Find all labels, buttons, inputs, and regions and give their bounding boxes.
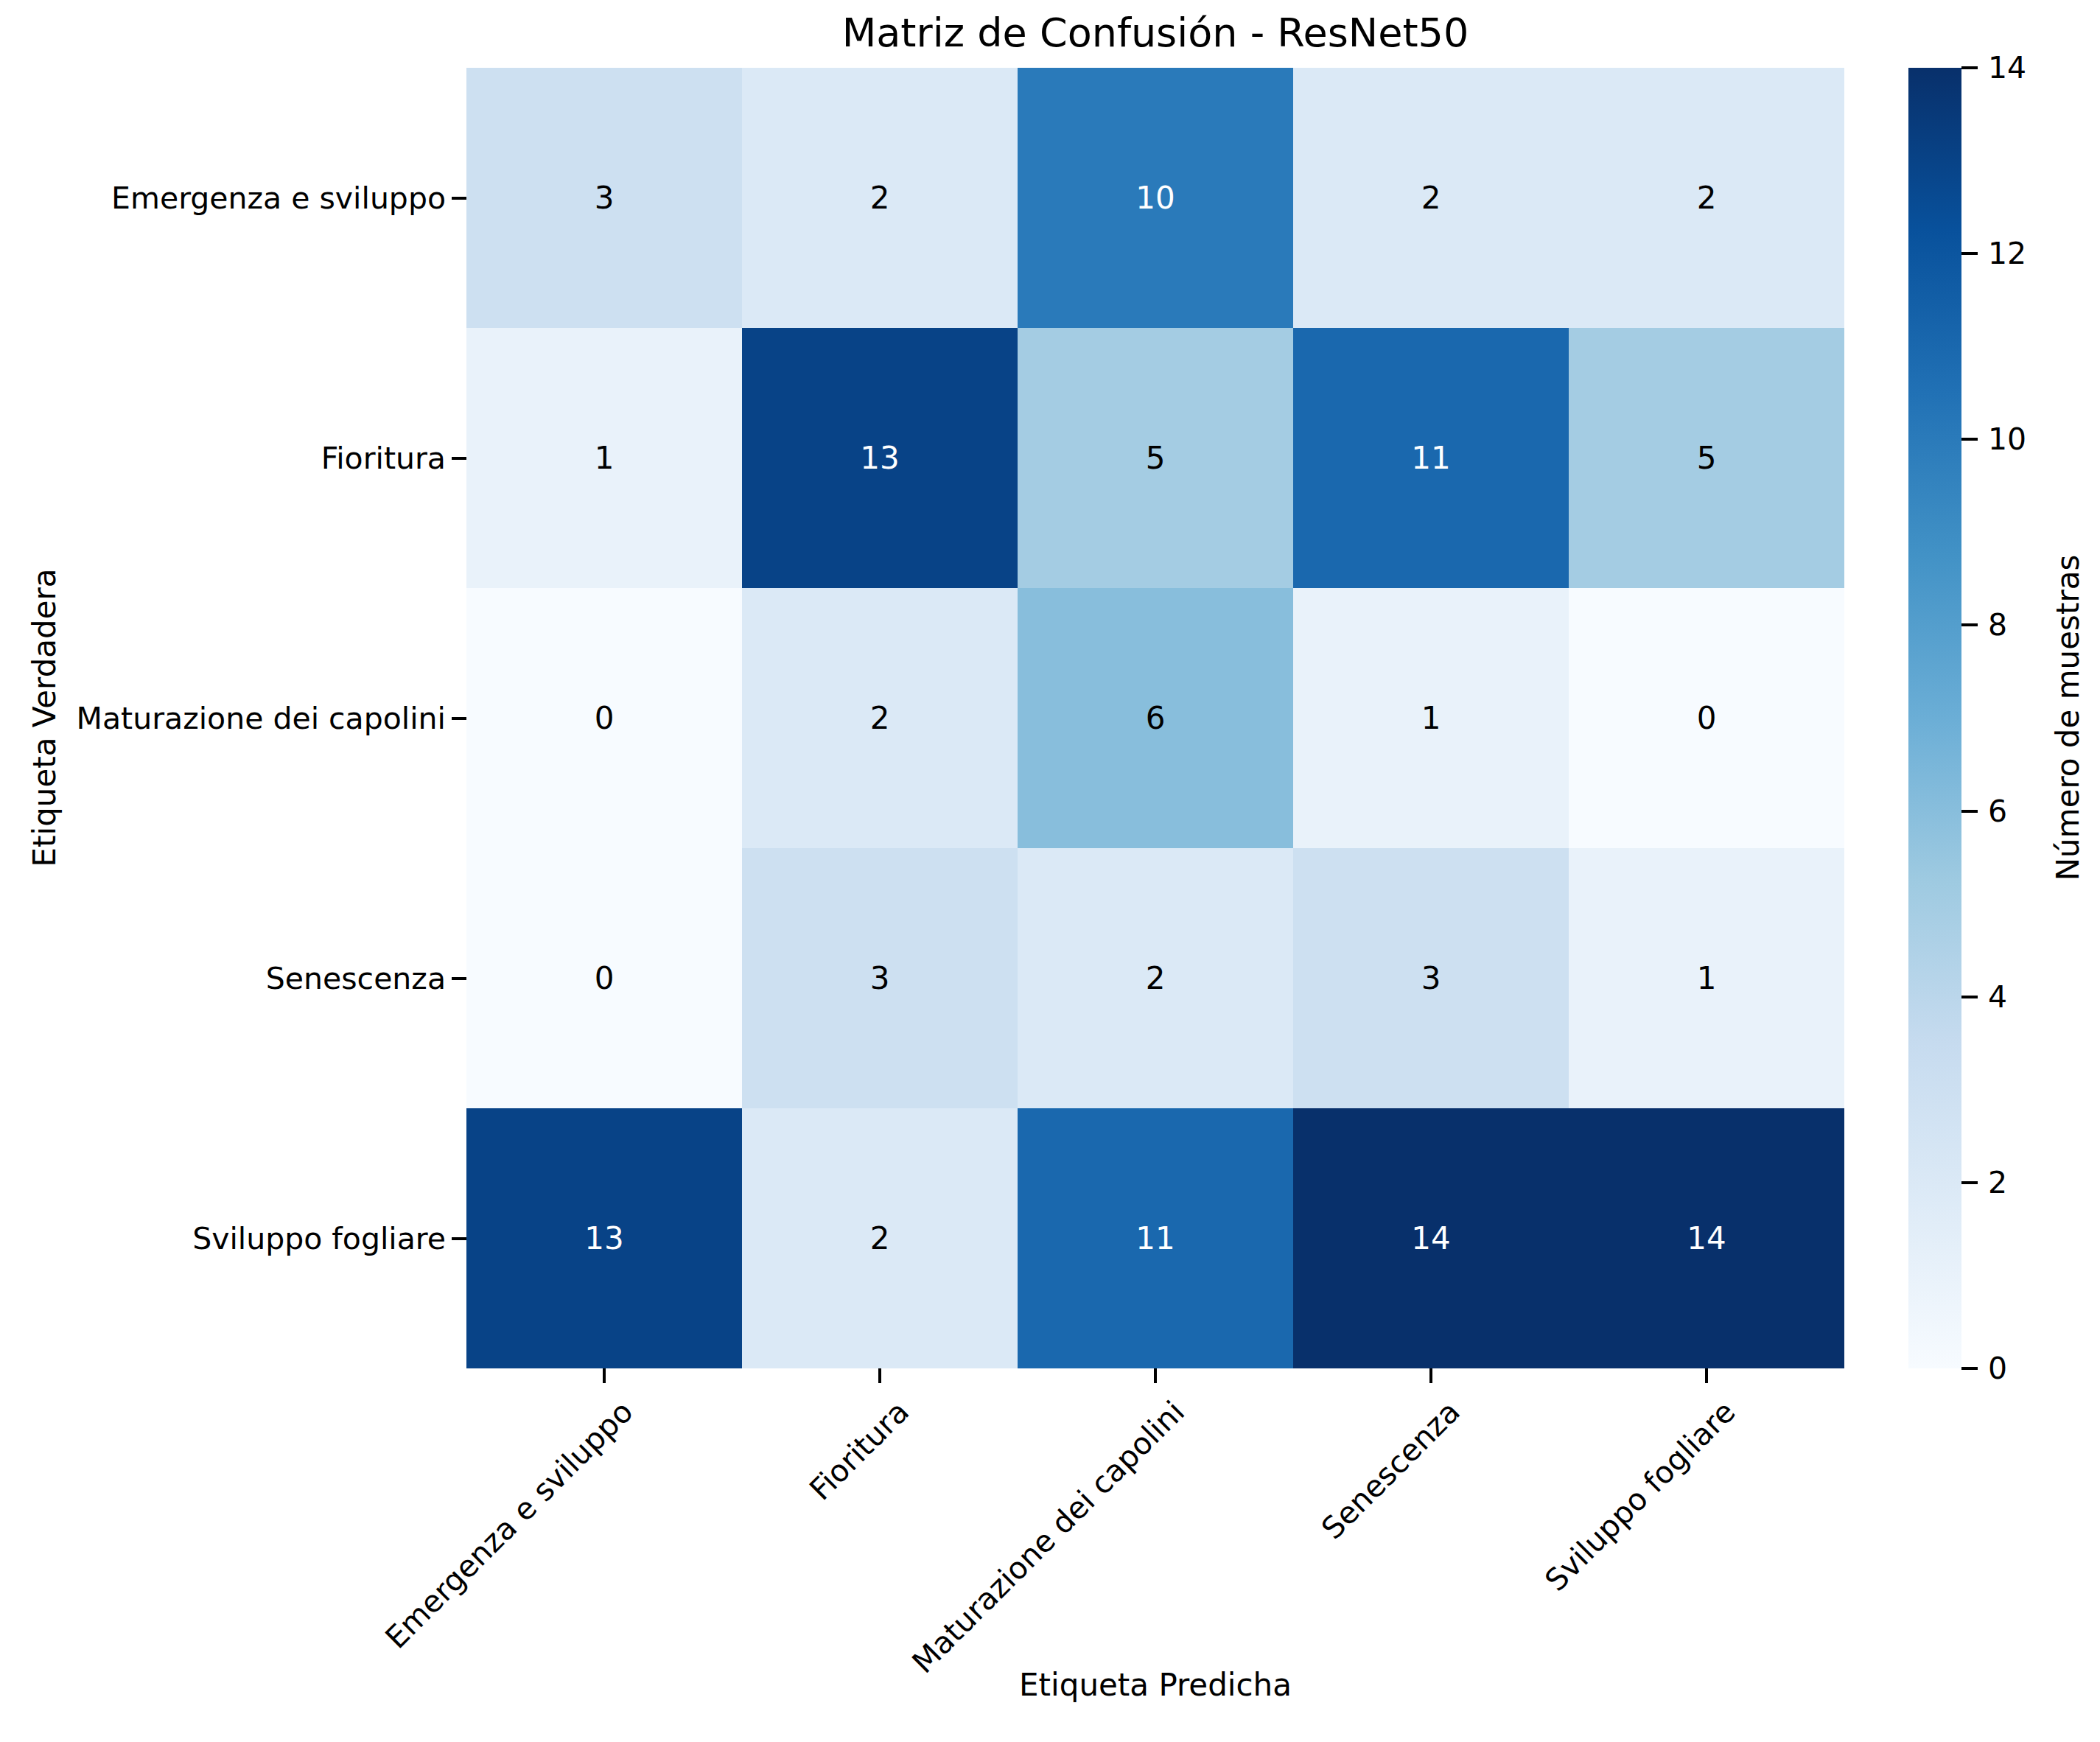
- colorbar-tick-mark: [1961, 1181, 1978, 1184]
- heatmap-cell: 11: [1293, 328, 1569, 588]
- heatmap-cell: 13: [742, 328, 1018, 588]
- colorbar-tick-label: 2: [1988, 1162, 2007, 1203]
- heatmap-cell: 2: [1293, 68, 1569, 328]
- y-tick-label: Fioritura: [0, 438, 446, 479]
- x-tick-label: Sviluppo fogliare: [1538, 1393, 1743, 1599]
- heatmap: 32102211351150261003231132111414: [466, 68, 1844, 1368]
- heatmap-cell: 2: [1018, 848, 1293, 1108]
- heatmap-cell: 6: [1018, 588, 1293, 848]
- colorbar-tick-mark: [1961, 1367, 1978, 1370]
- heatmap-cell: 1: [466, 328, 742, 588]
- heatmap-cell: 1: [1569, 848, 1844, 1108]
- heatmap-cell: 2: [742, 1108, 1018, 1368]
- cell-value: 1: [1697, 960, 1717, 996]
- cell-value: 2: [870, 700, 890, 736]
- heatmap-cell: 5: [1018, 328, 1293, 588]
- colorbar-tick-label: 10: [1988, 419, 2026, 460]
- y-tick-mark: [452, 1237, 466, 1240]
- x-tick-label: Fioritura: [802, 1393, 916, 1508]
- y-tick-mark: [452, 977, 466, 980]
- heatmap-cell: 13: [466, 1108, 742, 1368]
- cell-value: 0: [595, 700, 615, 736]
- cell-value: 3: [1421, 960, 1441, 996]
- cell-value: 1: [1421, 700, 1441, 736]
- heatmap-cell: 1: [1293, 588, 1569, 848]
- cell-value: 14: [1687, 1220, 1726, 1256]
- y-tick-mark: [452, 717, 466, 720]
- y-axis-title: Etiqueta Verdadera: [27, 568, 63, 867]
- x-tick-label: Senescenza: [1314, 1393, 1467, 1547]
- heatmap-cell: 2: [742, 68, 1018, 328]
- cell-value: 5: [1146, 440, 1166, 476]
- cell-value: 2: [1146, 960, 1166, 996]
- x-tick-mark: [603, 1368, 606, 1383]
- cell-value: 0: [595, 960, 615, 996]
- colorbar-tick-mark: [1961, 66, 1978, 69]
- cell-value: 2: [870, 1220, 890, 1256]
- cell-value: 13: [860, 440, 899, 476]
- cell-value: 0: [1697, 700, 1717, 736]
- colorbar-tick-mark: [1961, 438, 1978, 441]
- heatmap-cell: 3: [1293, 848, 1569, 1108]
- cell-value: 14: [1411, 1220, 1450, 1256]
- x-tick-mark: [1154, 1368, 1157, 1383]
- heatmap-cell: 0: [1569, 588, 1844, 848]
- chart-title: Matriz de Confusión - ResNet50: [466, 7, 1844, 59]
- colorbar: [1908, 68, 1961, 1368]
- heatmap-cell: 14: [1293, 1108, 1569, 1368]
- y-tick-label: Sviluppo fogliare: [0, 1218, 446, 1259]
- heatmap-cell: 0: [466, 588, 742, 848]
- colorbar-tick-label: 4: [1988, 976, 2007, 1018]
- heatmap-cell: 3: [466, 68, 742, 328]
- heatmap-cell: 3: [742, 848, 1018, 1108]
- x-tick-label: Emergenza e sviluppo: [378, 1393, 640, 1656]
- heatmap-cell: 2: [742, 588, 1018, 848]
- cell-value: 3: [595, 180, 615, 216]
- cell-value: 3: [870, 960, 890, 996]
- heatmap-cell: 2: [1569, 68, 1844, 328]
- cell-value: 11: [1135, 1220, 1175, 1256]
- colorbar-title: Número de muestras: [2050, 555, 2086, 881]
- colorbar-tick-label: 12: [1988, 233, 2026, 274]
- confusion-matrix-figure: Matriz de Confusión - ResNet50 321022113…: [0, 0, 2100, 1742]
- cell-value: 2: [870, 180, 890, 216]
- cell-value: 10: [1135, 180, 1175, 216]
- x-tick-mark: [878, 1368, 881, 1383]
- x-tick-mark: [1429, 1368, 1432, 1383]
- cell-value: 1: [595, 440, 615, 476]
- cell-value: 5: [1697, 440, 1717, 476]
- colorbar-tick-mark: [1961, 252, 1978, 255]
- y-tick-label: Emergenza e sviluppo: [0, 178, 446, 219]
- cell-value: 2: [1421, 180, 1441, 216]
- x-tick-mark: [1705, 1368, 1708, 1383]
- y-tick-mark: [452, 457, 466, 460]
- cell-value: 2: [1697, 180, 1717, 216]
- colorbar-tick-mark: [1961, 996, 1978, 998]
- colorbar-tick-mark: [1961, 810, 1978, 813]
- y-tick-label: Senescenza: [0, 958, 446, 999]
- colorbar-tick-mark: [1961, 623, 1978, 626]
- x-tick-label: Maturazione dei capolini: [904, 1393, 1191, 1681]
- colorbar-tick-label: 0: [1988, 1348, 2007, 1389]
- heatmap-cell: 0: [466, 848, 742, 1108]
- heatmap-cell: 10: [1018, 68, 1293, 328]
- y-tick-label: Maturazione dei capolini: [0, 698, 446, 739]
- colorbar-tick-label: 14: [1988, 47, 2026, 88]
- y-tick-mark: [452, 197, 466, 200]
- cell-value: 11: [1411, 440, 1450, 476]
- x-axis-title: Etiqueta Predicha: [466, 1667, 1844, 1703]
- heatmap-cell: 5: [1569, 328, 1844, 588]
- colorbar-tick-label: 8: [1988, 604, 2007, 646]
- cell-value: 6: [1146, 700, 1166, 736]
- cell-value: 13: [584, 1220, 623, 1256]
- heatmap-cell: 14: [1569, 1108, 1844, 1368]
- colorbar-tick-label: 6: [1988, 791, 2007, 832]
- heatmap-cell: 11: [1018, 1108, 1293, 1368]
